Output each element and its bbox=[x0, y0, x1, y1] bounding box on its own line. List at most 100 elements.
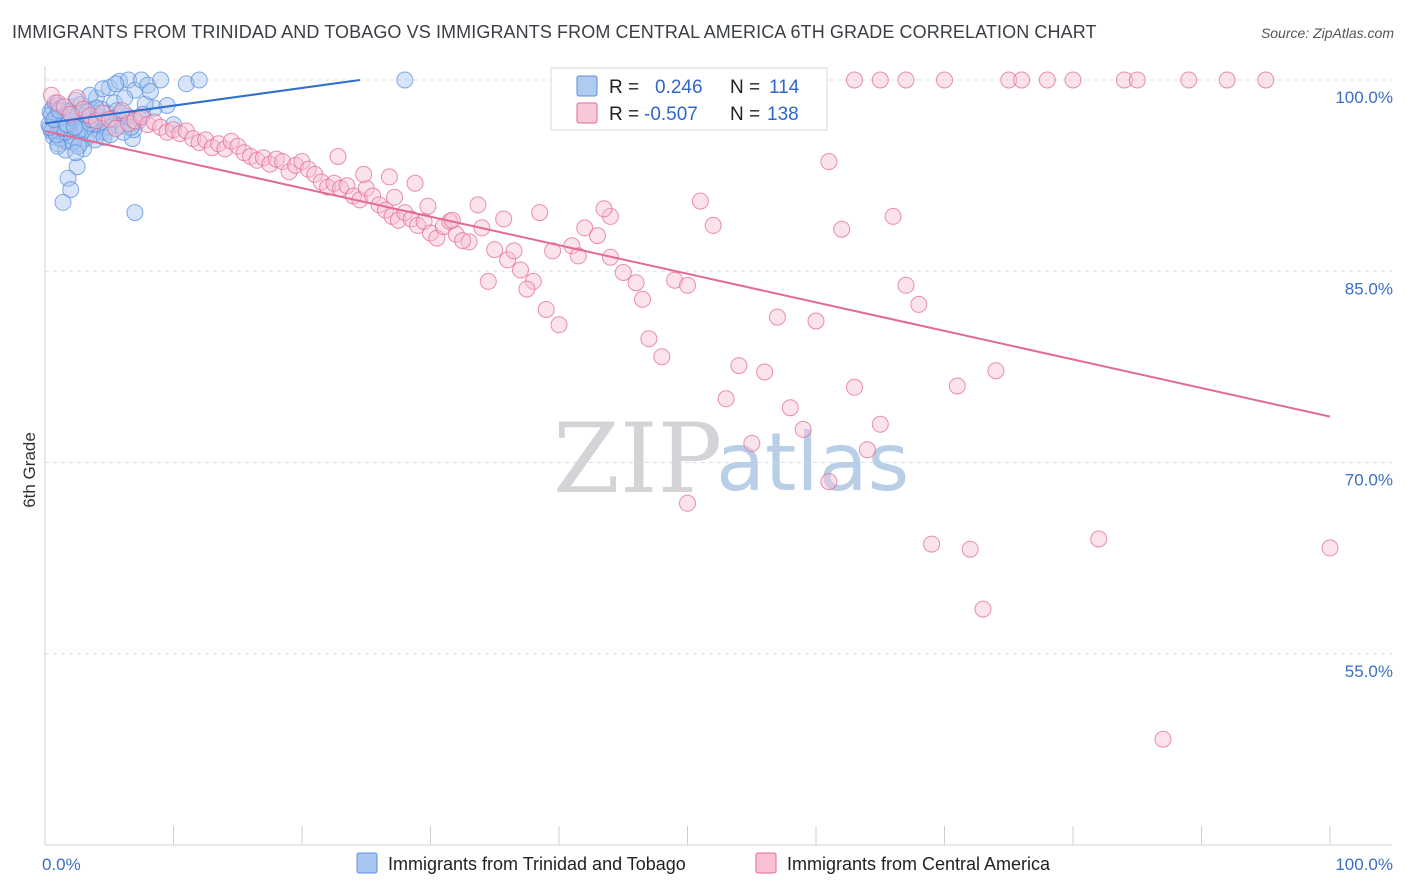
legend-n-value-2: 138 bbox=[767, 104, 799, 125]
data-point bbox=[807, 312, 825, 330]
data-point bbox=[338, 177, 356, 195]
data-point bbox=[936, 71, 953, 89]
data-point bbox=[576, 219, 594, 237]
legend-n-label-2: N = bbox=[730, 104, 760, 125]
data-point bbox=[1321, 539, 1339, 557]
data-point bbox=[1115, 71, 1133, 89]
data-point bbox=[531, 204, 549, 222]
data-point bbox=[923, 535, 941, 553]
data-point bbox=[479, 272, 497, 290]
data-point bbox=[679, 494, 696, 512]
data-point bbox=[1064, 71, 1082, 89]
data-point bbox=[589, 227, 606, 245]
data-point bbox=[75, 140, 92, 158]
data-point bbox=[634, 290, 651, 308]
data-point bbox=[1000, 71, 1018, 89]
data-point bbox=[704, 216, 722, 234]
data-point bbox=[717, 390, 735, 408]
data-point bbox=[1257, 71, 1275, 89]
legend-swatch-trinidad bbox=[356, 852, 378, 874]
data-point bbox=[495, 210, 513, 228]
data-point bbox=[781, 399, 799, 417]
data-point bbox=[94, 104, 112, 122]
x-tick-label-1: 100.0% bbox=[1335, 855, 1393, 874]
data-point bbox=[469, 196, 487, 214]
legend-swatch-blue bbox=[576, 75, 598, 97]
data-point bbox=[454, 232, 472, 250]
data-point bbox=[897, 71, 915, 89]
data-point bbox=[274, 153, 292, 171]
data-point bbox=[1154, 730, 1172, 748]
legend-n-label-1: N = bbox=[730, 77, 760, 98]
legend-swatch-pink bbox=[576, 102, 598, 124]
data-point bbox=[846, 71, 863, 89]
watermark: ZIP atlas bbox=[553, 403, 909, 515]
data-point bbox=[67, 144, 85, 162]
data-point bbox=[1013, 71, 1031, 89]
data-point bbox=[550, 316, 568, 334]
data-point bbox=[820, 153, 838, 171]
stats-legend: R = 0.246 N = 114 R = -0.507 N = 138 bbox=[550, 67, 828, 131]
data-point bbox=[1128, 71, 1146, 89]
data-point bbox=[141, 83, 159, 100]
data-point bbox=[355, 165, 373, 183]
data-point bbox=[987, 362, 1005, 380]
data-point bbox=[1218, 71, 1236, 89]
data-point bbox=[380, 168, 398, 186]
data-point bbox=[627, 274, 645, 292]
legend-n-value-1: 114 bbox=[769, 77, 800, 98]
data-point bbox=[1180, 71, 1198, 89]
data-point bbox=[120, 71, 137, 89]
data-point bbox=[518, 280, 536, 298]
data-point bbox=[447, 225, 465, 243]
data-point bbox=[177, 75, 195, 93]
chart-title: IMMIGRANTS FROM TRINIDAD AND TOBAGO VS I… bbox=[12, 22, 1097, 42]
y-tick-label-2: 70.0% bbox=[1345, 471, 1393, 490]
data-point bbox=[62, 181, 80, 199]
data-point bbox=[666, 271, 684, 289]
data-point bbox=[248, 151, 266, 169]
data-point bbox=[679, 276, 696, 294]
data-point bbox=[820, 473, 838, 491]
trend-line-trinidad bbox=[44, 79, 360, 125]
data-point bbox=[569, 247, 587, 265]
data-point bbox=[974, 600, 992, 618]
data-point bbox=[730, 357, 748, 375]
data-point bbox=[396, 71, 414, 89]
data-point bbox=[114, 123, 132, 141]
legend-label-central-america: Immigrants from Central America bbox=[787, 854, 1051, 874]
data-point bbox=[537, 301, 555, 318]
data-point bbox=[68, 158, 86, 176]
data-point bbox=[614, 264, 632, 281]
axes bbox=[44, 66, 1392, 846]
data-point bbox=[486, 241, 504, 259]
legend-r-value-2: -0.507 bbox=[644, 104, 698, 125]
data-point bbox=[595, 200, 613, 218]
data-point bbox=[505, 242, 523, 260]
data-point bbox=[768, 308, 786, 326]
data-point bbox=[406, 174, 424, 192]
data-point bbox=[94, 80, 112, 98]
data-point bbox=[512, 261, 529, 279]
data-point bbox=[794, 420, 812, 438]
x-tick-label-0: 0.0% bbox=[42, 855, 81, 874]
data-point bbox=[846, 378, 863, 396]
trend-line-central-america bbox=[44, 130, 1331, 418]
watermark-zip: ZIP bbox=[553, 403, 722, 515]
data-point bbox=[1038, 71, 1056, 89]
data-point bbox=[419, 197, 437, 215]
data-point bbox=[833, 220, 851, 238]
data-point bbox=[640, 330, 658, 348]
data-point bbox=[1090, 530, 1108, 548]
data-point bbox=[858, 441, 876, 459]
data-point bbox=[54, 193, 72, 211]
data-point bbox=[460, 233, 478, 251]
data-point bbox=[190, 71, 208, 89]
data-point bbox=[871, 71, 889, 89]
data-point bbox=[280, 163, 298, 181]
data-point bbox=[743, 434, 761, 452]
legend-swatch-central-america bbox=[755, 852, 777, 874]
data-point bbox=[884, 207, 902, 225]
y-tick-label-1: 85.0% bbox=[1345, 279, 1393, 298]
